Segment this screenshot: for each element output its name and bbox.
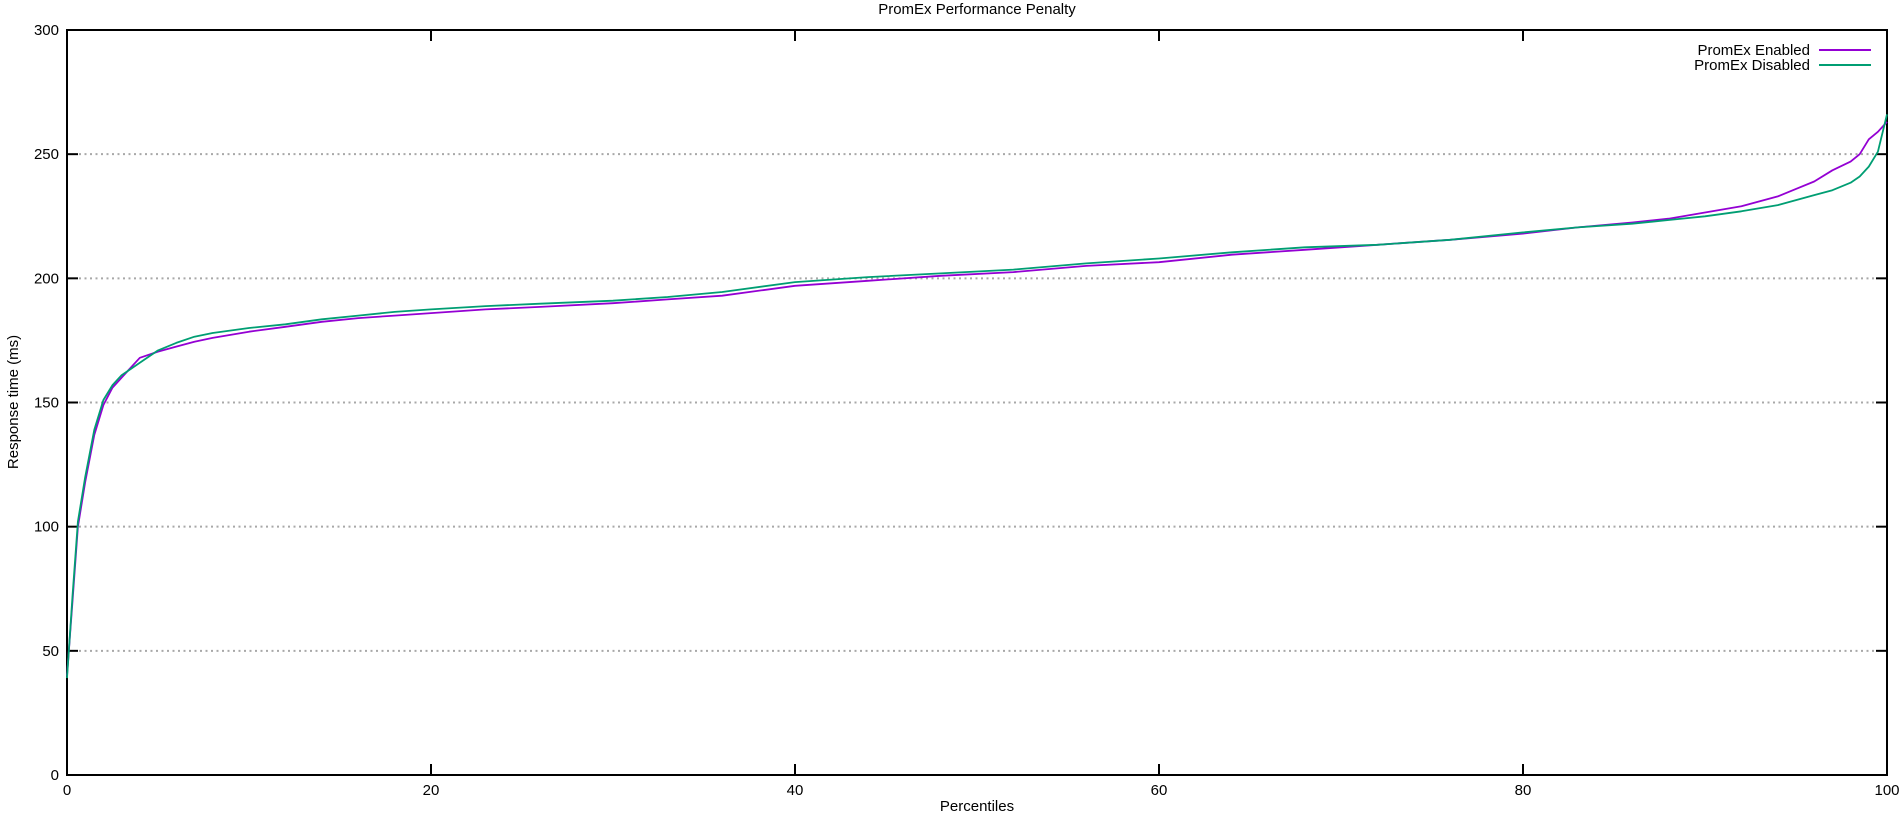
plot-area: 0 50 100 150 200 250 300 0 20 40 60 80 100	[34, 22, 1900, 799]
series-line-promex-disabled	[66, 114, 1888, 679]
y-tick-label: 150	[34, 395, 59, 412]
x-tick-label: 0	[63, 782, 71, 799]
y-tick-label: 100	[34, 519, 59, 536]
x-tick-label: 100	[1874, 782, 1899, 799]
x-axis-label: Percentiles	[940, 798, 1014, 815]
x-tick-label: 80	[1515, 782, 1532, 799]
y-tick-label: 300	[34, 22, 59, 39]
x-tick-label: 20	[423, 782, 440, 799]
x-tick-label: 60	[1151, 782, 1168, 799]
y-axis-label: Response time (ms)	[5, 335, 22, 469]
legend-label: PromEx Disabled	[1694, 57, 1810, 74]
chart-title: PromEx Performance Penalty	[878, 1, 1076, 18]
legend-label: PromEx Enabled	[1697, 42, 1810, 59]
y-tick-label: 250	[34, 146, 59, 163]
series-line-promex-enabled	[66, 121, 1888, 676]
y-tick-label: 50	[42, 643, 59, 660]
x-tick-label: 40	[787, 782, 804, 799]
y-tick-label: 200	[34, 270, 59, 287]
y-tick-label: 0	[51, 767, 59, 784]
